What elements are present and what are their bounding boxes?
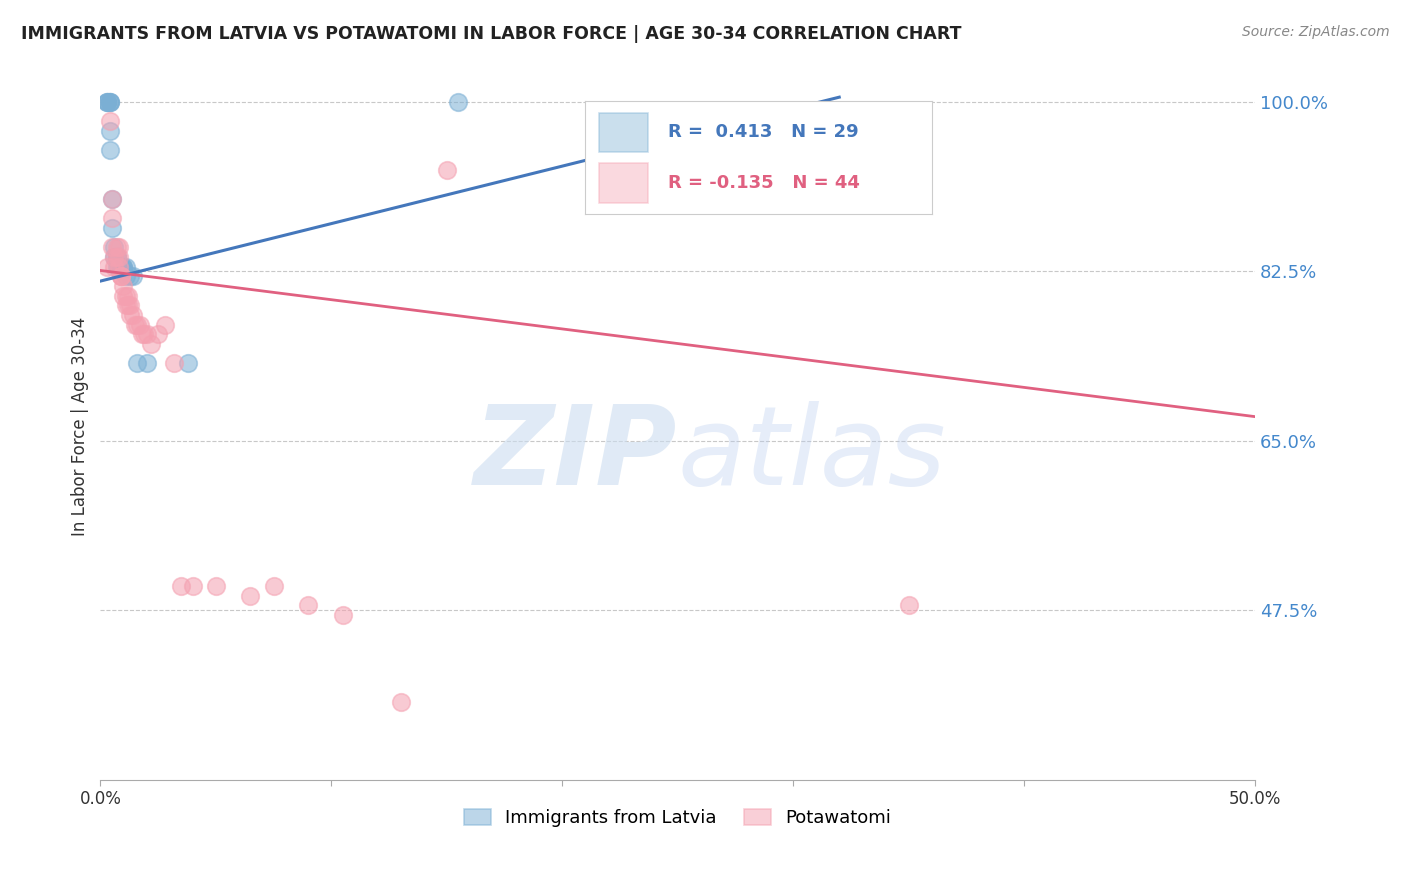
Point — [96, 95, 118, 109]
Point — [112, 260, 135, 274]
Point — [103, 260, 125, 274]
Point — [110, 269, 132, 284]
Point — [134, 327, 156, 342]
Point — [127, 318, 149, 332]
Point — [96, 95, 118, 109]
Point — [105, 260, 128, 274]
Point — [114, 260, 136, 274]
Point — [204, 579, 226, 593]
Point — [105, 250, 128, 264]
Point — [98, 114, 121, 128]
Point — [110, 260, 132, 274]
Point — [127, 356, 149, 370]
Point — [110, 269, 132, 284]
Text: atlas: atlas — [678, 401, 946, 508]
Point — [105, 250, 128, 264]
Point — [114, 288, 136, 302]
Point — [108, 260, 131, 274]
Text: IMMIGRANTS FROM LATVIA VS POTAWATOMI IN LABOR FORCE | AGE 30-34 CORRELATION CHAR: IMMIGRANTS FROM LATVIA VS POTAWATOMI IN … — [21, 25, 962, 43]
Point — [297, 599, 319, 613]
Point — [96, 260, 118, 274]
Point — [112, 288, 135, 302]
Legend: Immigrants from Latvia, Potawatomi: Immigrants from Latvia, Potawatomi — [457, 802, 898, 834]
Point — [103, 240, 125, 254]
Point — [389, 695, 412, 709]
Point — [177, 356, 200, 370]
Point — [110, 269, 132, 284]
Point — [121, 308, 143, 322]
Point — [135, 327, 157, 342]
Point — [101, 240, 124, 254]
Point — [108, 260, 131, 274]
Point — [98, 95, 121, 109]
Point — [239, 589, 262, 603]
Point — [103, 250, 125, 264]
Point — [114, 298, 136, 312]
Point — [120, 298, 142, 312]
Point — [112, 279, 135, 293]
Point — [170, 579, 193, 593]
Point — [131, 327, 153, 342]
Point — [103, 250, 125, 264]
Point — [128, 318, 150, 332]
Point — [135, 356, 157, 370]
Point — [897, 599, 920, 613]
Text: Source: ZipAtlas.com: Source: ZipAtlas.com — [1241, 25, 1389, 39]
Point — [447, 95, 470, 109]
Point — [108, 250, 131, 264]
Point — [436, 162, 458, 177]
Point — [121, 269, 143, 284]
Text: ZIP: ZIP — [474, 401, 678, 508]
Point — [98, 124, 121, 138]
Point — [263, 579, 285, 593]
Y-axis label: In Labor Force | Age 30-34: In Labor Force | Age 30-34 — [72, 317, 89, 536]
Point — [181, 579, 204, 593]
Point — [146, 327, 169, 342]
Point — [163, 356, 186, 370]
Point — [110, 260, 132, 274]
Point — [153, 318, 176, 332]
Point — [108, 240, 131, 254]
Point — [101, 211, 124, 226]
Point — [112, 260, 135, 274]
Point — [332, 608, 354, 623]
Point — [96, 95, 118, 109]
Point — [120, 308, 142, 322]
Point — [98, 95, 121, 109]
Point — [105, 250, 128, 264]
Point — [117, 298, 139, 312]
Point — [101, 192, 124, 206]
Point — [101, 192, 124, 206]
Point — [101, 220, 124, 235]
Point — [124, 318, 146, 332]
Point — [108, 260, 131, 274]
Point — [117, 288, 139, 302]
Point — [98, 144, 121, 158]
Point — [120, 269, 142, 284]
Point — [105, 240, 128, 254]
Point — [98, 95, 121, 109]
Point — [114, 269, 136, 284]
Point — [141, 337, 163, 351]
